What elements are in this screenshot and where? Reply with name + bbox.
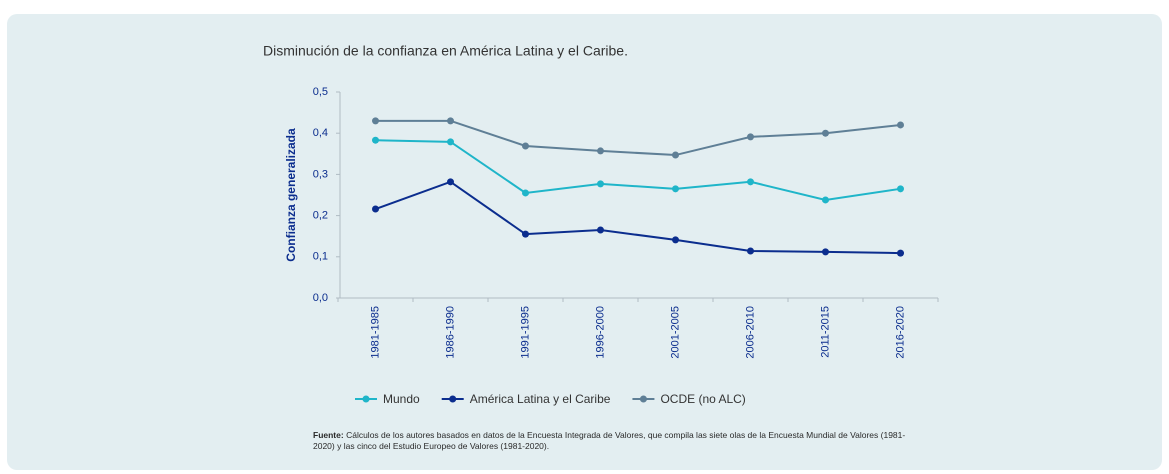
chart-title: Disminución de la confianza en América L… <box>263 43 628 59</box>
data-point <box>897 249 904 257</box>
data-point <box>447 178 454 186</box>
data-point <box>672 236 679 244</box>
y-tick-label: 0,2 <box>313 210 328 222</box>
data-point <box>447 138 454 146</box>
data-point <box>822 129 829 137</box>
x-tick-label: 2001-2005 <box>669 306 681 359</box>
data-point <box>447 117 454 125</box>
x-tick-label: 1981-1985 <box>369 306 381 359</box>
data-point <box>597 226 604 234</box>
legend-marker <box>449 395 457 403</box>
data-point <box>897 185 904 193</box>
y-tick-label: 0,4 <box>313 127 328 139</box>
y-tick-label: 0,5 <box>313 86 328 98</box>
data-point <box>372 205 379 213</box>
x-tick-label: 2016-2020 <box>894 306 906 359</box>
data-point <box>822 196 829 204</box>
data-point <box>372 136 379 144</box>
legend-label: Mundo <box>383 392 420 406</box>
data-point <box>747 133 754 141</box>
y-axis-label: Confianza generalizada <box>284 128 298 262</box>
x-tick-label: 1986-1990 <box>444 306 456 359</box>
data-point <box>897 121 904 129</box>
x-tick-label: 1996-2000 <box>594 306 606 359</box>
series-line <box>375 180 901 255</box>
source-note: Fuente: Cálculos de los autores basados … <box>313 430 913 452</box>
legend-label: OCDE (no ALC) <box>660 392 745 406</box>
source-label: Fuente: <box>313 430 344 440</box>
data-point <box>747 178 754 186</box>
data-point <box>522 142 529 150</box>
data-point <box>372 117 379 125</box>
legend-marker <box>639 395 647 403</box>
y-tick-label: 0,0 <box>313 292 328 304</box>
series-line <box>375 139 901 201</box>
legend-label: América Latina y el Caribe <box>470 392 611 406</box>
data-point <box>672 151 679 159</box>
data-point <box>747 247 754 255</box>
y-tick-label: 0,1 <box>313 251 328 263</box>
data-point <box>522 189 529 197</box>
x-tick-label: 1991-1995 <box>519 306 531 359</box>
legend-marker <box>362 395 370 403</box>
data-point <box>672 185 679 193</box>
x-tick-label: 2006-2010 <box>744 306 756 359</box>
data-point <box>597 147 604 155</box>
card <box>7 14 1162 470</box>
data-point <box>522 230 529 238</box>
data-point <box>597 180 604 188</box>
x-tick-label: 2011-2015 <box>819 306 831 358</box>
y-tick-label: 0,3 <box>313 168 328 180</box>
data-point <box>822 248 829 256</box>
source-text: Cálculos de los autores basados en datos… <box>313 430 906 451</box>
series-line <box>375 119 901 157</box>
